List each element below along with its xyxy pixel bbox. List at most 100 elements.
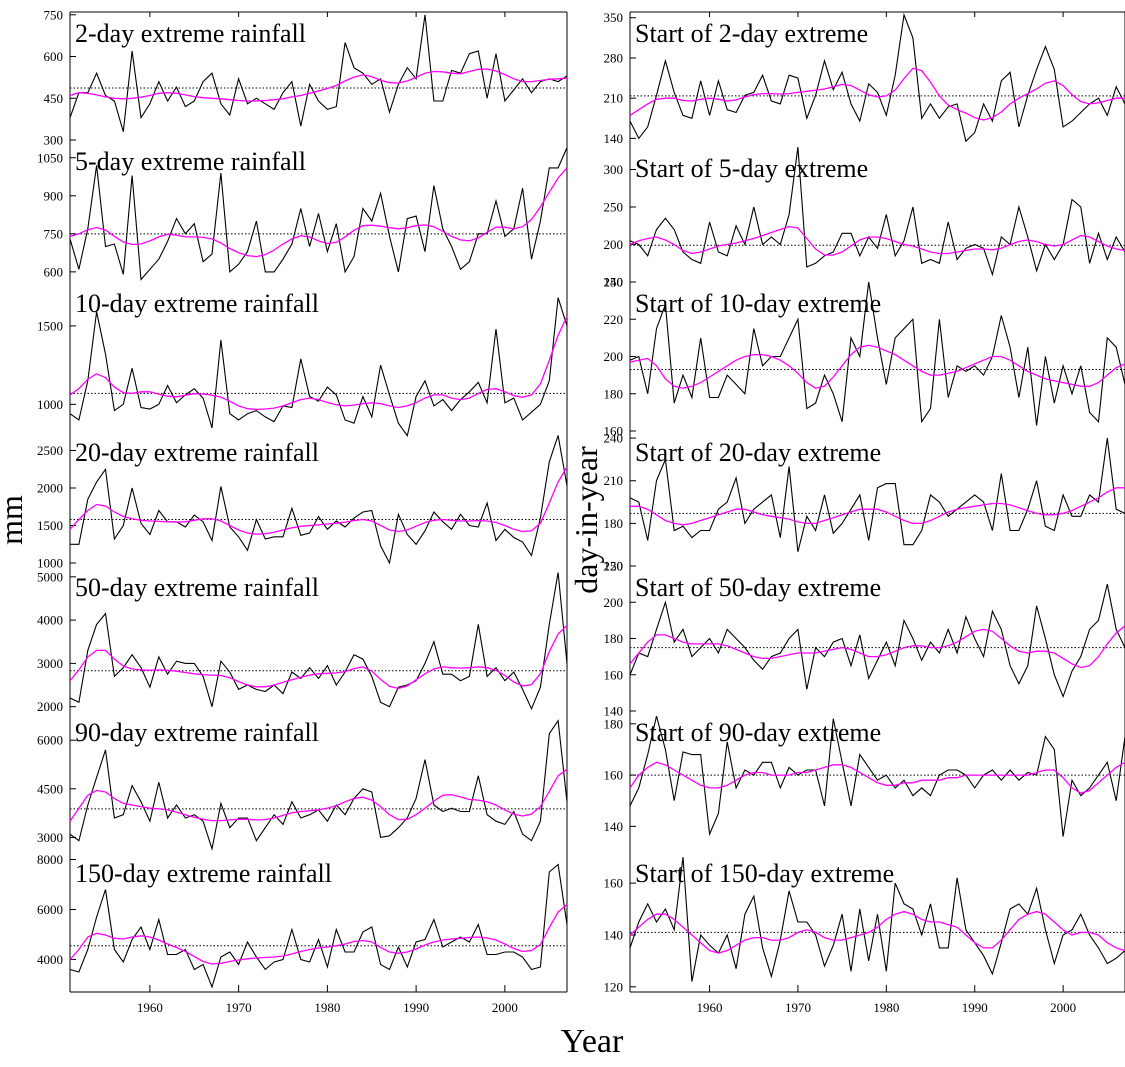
left-x-tick-label: 1990 — [403, 1000, 429, 1015]
y-tick-label: 120 — [604, 979, 624, 994]
panel-title: Start of 5-day extreme — [635, 154, 868, 183]
smoothed-series — [69, 466, 568, 535]
y-tick-label: 750 — [44, 226, 64, 241]
left-y-axis-title: mm — [0, 495, 29, 545]
y-tick-label: 1050 — [37, 150, 63, 165]
y-tick-label: 180 — [604, 631, 624, 646]
right-panel-7: 120 140 160 Start of 150-day extreme — [604, 857, 1125, 994]
right-x-tick-label: 1990 — [962, 1000, 988, 1015]
y-tick-label: 350 — [604, 10, 624, 25]
smoothed-series — [629, 225, 1125, 256]
y-tick-label: 140 — [604, 927, 624, 942]
y-tick-label: 240 — [604, 275, 624, 290]
observed-series — [629, 12, 1125, 143]
smoothed-series — [69, 316, 568, 411]
right-x-tick-label: 2000 — [1050, 1000, 1076, 1015]
left-column-panels: 1960 1970 1980 1990 2000 300 450 600 750 2-day ex… — [37, 7, 568, 1015]
left-panel-6: 3000 4500 6000 90-day extreme rainfall — [37, 718, 568, 851]
y-tick-label: 180 — [604, 386, 624, 401]
right-x-tick-label: 1960 — [697, 1000, 723, 1015]
smoothed-series — [629, 910, 1125, 954]
smoothed-series — [629, 761, 1125, 794]
y-tick-label: 140 — [604, 131, 624, 146]
y-tick-label: 4000 — [37, 613, 63, 628]
panel-title: 2-day extreme rainfall — [75, 19, 306, 48]
smoothed-series — [629, 625, 1125, 669]
panel-title: 90-day extreme rainfall — [75, 718, 319, 747]
y-tick-label: 6000 — [37, 733, 63, 748]
panel-title: 10-day extreme rainfall — [75, 289, 319, 318]
y-tick-label: 210 — [604, 91, 624, 106]
y-tick-label: 2000 — [37, 481, 63, 496]
panel-title: 5-day extreme rainfall — [75, 147, 306, 176]
y-tick-label: 250 — [604, 200, 624, 215]
left-x-tick-label: 1980 — [314, 1000, 340, 1015]
y-tick-label: 1500 — [37, 518, 63, 533]
y-tick-label: 160 — [604, 876, 624, 891]
y-tick-label: 2500 — [37, 443, 63, 458]
y-tick-label: 280 — [604, 50, 624, 65]
observed-series — [69, 297, 568, 438]
smoothed-series — [69, 167, 568, 258]
right-y-axis-title: day-in-year — [568, 446, 604, 594]
smoothed-series — [69, 68, 568, 102]
left-x-tick-label: 1970 — [226, 1000, 252, 1015]
y-tick-label: 300 — [44, 133, 64, 148]
smoothed-series — [69, 768, 568, 822]
y-tick-label: 1000 — [37, 397, 63, 412]
panel-title: Start of 10-day extreme — [635, 289, 881, 318]
y-tick-label: 220 — [604, 559, 624, 574]
panel-title: Start of 90-day extreme — [635, 718, 881, 747]
y-tick-label: 140 — [604, 819, 624, 834]
panel-title: 150-day extreme rainfall — [75, 859, 332, 888]
y-tick-label: 180 — [604, 516, 624, 531]
left-x-tick-label: 2000 — [492, 1000, 518, 1015]
y-tick-label: 4000 — [37, 952, 63, 967]
y-tick-label: 600 — [44, 49, 64, 64]
panel-title: 20-day extreme rainfall — [75, 438, 319, 467]
y-tick-label: 5000 — [37, 569, 63, 584]
left-panel-3: 1000 1500 10-day extreme rainfall — [37, 289, 568, 438]
observed-series — [69, 14, 568, 132]
y-tick-label: 220 — [604, 312, 624, 327]
y-tick-label: 200 — [604, 349, 624, 364]
y-tick-label: 3000 — [37, 830, 63, 845]
y-tick-label: 750 — [44, 7, 64, 22]
y-tick-label: 2000 — [37, 699, 63, 714]
observed-series — [629, 857, 1125, 982]
smoothed-series — [629, 67, 1125, 121]
y-tick-label: 160 — [604, 424, 624, 439]
y-tick-label: 150 — [604, 559, 624, 574]
smoothed-series — [630, 487, 1125, 526]
y-tick-label: 300 — [604, 162, 624, 177]
x-axis-title: Year — [561, 1023, 624, 1060]
right-panel-1: 140 210 280 350 Start of 2-day extreme — [604, 10, 1125, 146]
right-x-tick-label: 1980 — [873, 1000, 899, 1015]
panel-title: Start of 2-day extreme — [635, 19, 868, 48]
left-x-tick-label: 1960 — [137, 1000, 163, 1015]
left-panel-5: 2000 3000 4000 5000 50-day extreme rainfall — [37, 569, 568, 714]
y-tick-label: 900 — [44, 188, 64, 203]
left-panel-2: 600 750 900 1050 5-day extreme rainfall — [37, 147, 568, 281]
y-tick-label: 140 — [604, 704, 624, 719]
y-tick-label: 240 — [604, 431, 624, 446]
y-tick-label: 160 — [604, 768, 624, 783]
left-panel-4: 1000 1500 2000 2500 20-day extreme rainfall — [37, 435, 568, 571]
right-panel-3: 160 180 200 220 240 Start of 10-day extreme — [604, 275, 1125, 439]
smoothed-series — [69, 624, 568, 690]
smoothed-series — [69, 904, 568, 965]
right-panel-2: 150 200 250 300 Start of 5-day extreme — [604, 146, 1125, 290]
panel-title: 50-day extreme rainfall — [75, 573, 319, 602]
panel-title: Start of 50-day extreme — [635, 573, 881, 602]
y-tick-label: 6000 — [37, 902, 63, 917]
y-tick-label: 180 — [604, 716, 624, 731]
observed-series — [629, 715, 1125, 837]
observed-series — [69, 572, 568, 711]
observed-series — [69, 863, 568, 989]
observed-series — [629, 281, 1125, 426]
observed-series — [70, 435, 568, 565]
panel-title: Start of 20-day extreme — [635, 438, 881, 467]
left-panel-1: 300 450 600 750 2-day extreme rainfall — [44, 7, 568, 148]
y-tick-label: 1000 — [37, 556, 63, 571]
y-tick-label: 8000 — [37, 852, 63, 867]
